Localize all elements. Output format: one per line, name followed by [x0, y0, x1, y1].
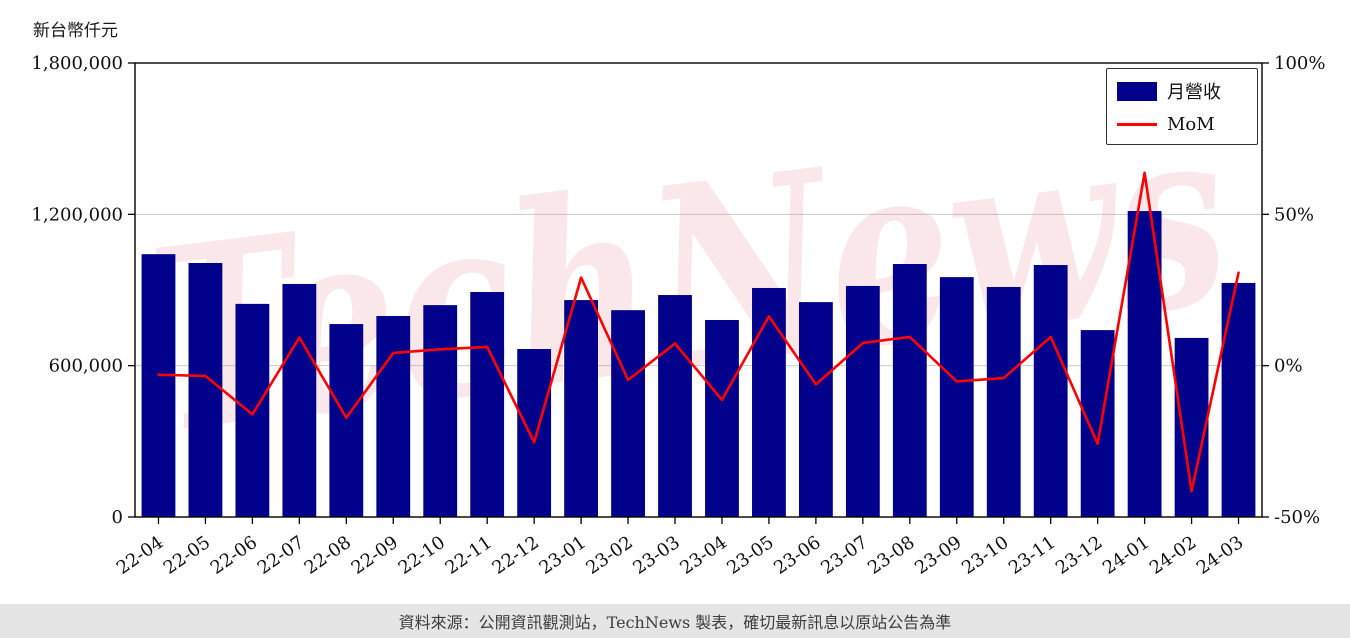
revenue-bar-23-06 [798, 302, 833, 517]
revenue-bar-23-08 [892, 264, 927, 517]
revenue-bar-22-05 [188, 263, 223, 517]
revenue-bar-23-09 [939, 277, 974, 517]
revenue-bar-23-12 [1080, 330, 1115, 517]
legend-item-revenue: 月營收 [1117, 78, 1245, 104]
revenue-bar-23-02 [611, 310, 645, 517]
x-tick-label: 23-10 [958, 532, 1013, 579]
x-tick-label: 23-08 [864, 532, 919, 579]
plot-border [134, 62, 1263, 518]
x-tick-label: 23-11 [1005, 532, 1060, 579]
revenue-bar-22-12 [517, 349, 552, 517]
revenue-bar-22-06 [235, 303, 270, 517]
x-tick-label: 24-02 [1146, 532, 1201, 579]
x-tick-label: 23-03 [629, 532, 684, 579]
revenue-mom-chart: TechNews0600,0001,200,0001,800,000-50%0%… [31, 53, 1325, 579]
legend-label-revenue: 月營收 [1167, 82, 1221, 103]
revenue-bar-22-08 [329, 324, 364, 517]
x-tick-label: 23-04 [676, 532, 731, 579]
revenue-bar-23-07 [845, 285, 880, 517]
revenue-bar-24-01 [1127, 211, 1162, 517]
y2-tick-label: 0% [1274, 356, 1303, 377]
y-tick-label: 600,000 [49, 356, 123, 377]
x-tick-label: 22-11 [442, 532, 497, 579]
x-tick-label: 22-08 [301, 532, 356, 579]
revenue-bar-swatch [1117, 81, 1157, 101]
x-tick-label: 22-04 [113, 532, 168, 579]
y2-tick-label: 50% [1274, 204, 1314, 225]
revenue-bar-23-01 [564, 300, 599, 517]
x-tick-label: 23-06 [770, 532, 825, 579]
x-tick-label: 23-02 [582, 532, 637, 579]
x-tick-label: 23-05 [723, 532, 778, 579]
y-tick-label: 1,800,000 [31, 53, 123, 74]
legend: 月營收 MoM [1106, 68, 1258, 145]
legend-label-mom: MoM [1167, 114, 1215, 135]
revenue-bar-22-11 [470, 292, 505, 517]
x-tick-label: 23-12 [1052, 532, 1107, 579]
revenue-bar-23-11 [1033, 265, 1068, 517]
x-tick-label: 22-09 [348, 532, 403, 579]
revenue-bar-22-10 [423, 305, 458, 517]
x-tick-label: 24-01 [1099, 532, 1154, 579]
x-tick-label: 22-10 [395, 532, 450, 579]
x-tick-label: 24-03 [1193, 532, 1248, 579]
y-tick-label: 0 [112, 507, 123, 528]
x-tick-label: 23-01 [535, 532, 590, 579]
revenue-bar-24-03 [1221, 282, 1256, 517]
mom-line-swatch [1117, 123, 1157, 126]
y2-tick-label: 100% [1274, 53, 1325, 74]
x-tick-label: 23-07 [817, 532, 872, 579]
revenue-bar-22-04 [141, 254, 176, 517]
revenue-bar-22-07 [282, 283, 317, 517]
y2-tick-label: -50% [1274, 507, 1320, 528]
revenue-bar-23-10 [986, 286, 1021, 517]
revenue-bar-23-04 [705, 320, 739, 517]
revenue-bar-23-05 [752, 287, 786, 517]
legend-item-mom: MoM [1117, 114, 1245, 135]
y-axis-title: 新台幣仟元 [33, 21, 118, 41]
x-tick-label: 23-09 [911, 532, 966, 579]
x-tick-label: 22-12 [488, 532, 543, 579]
revenue-bar-22-09 [376, 315, 411, 517]
revenue-bar-23-03 [658, 295, 692, 517]
x-tick-label: 22-06 [207, 532, 262, 579]
footer-note: 資料來源：公開資訊觀測站，TechNews 製表，確切最新訊息以原站公告為準 [0, 604, 1350, 638]
y-tick-label: 1,200,000 [31, 204, 123, 225]
x-tick-label: 22-05 [160, 532, 215, 579]
mom-line [157, 171, 1240, 493]
x-tick-label: 22-07 [254, 532, 309, 579]
